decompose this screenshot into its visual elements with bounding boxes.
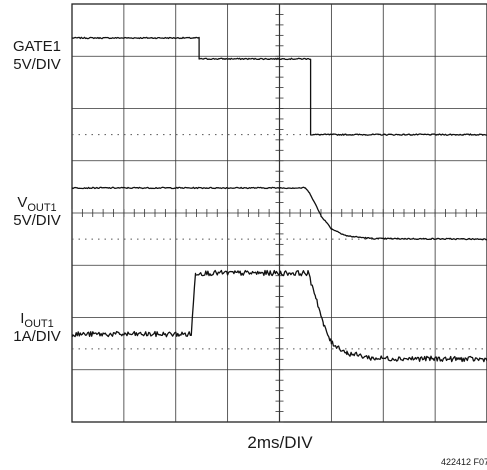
channel-scale: 1A/DIV	[13, 328, 61, 345]
channel-name: GATE1	[13, 38, 61, 55]
channel-name-subscript: OUT1	[24, 318, 53, 330]
trace-2	[71, 186, 487, 241]
trace-1	[71, 36, 487, 136]
channel-name: IOUT1	[20, 310, 54, 330]
channel-scale: 5V/DIV	[13, 212, 61, 229]
trace-3	[71, 269, 487, 363]
channel-name-subscript: OUT1	[27, 202, 56, 214]
x-axis-label: 2ms/DIV	[247, 433, 313, 452]
channel-name: VOUT1	[17, 194, 56, 214]
figure-id: 422412 F07	[441, 457, 487, 467]
channel-scale: 5V/DIV	[13, 56, 61, 73]
scope-grid	[71, 3, 487, 423]
scope-traces	[71, 36, 487, 363]
